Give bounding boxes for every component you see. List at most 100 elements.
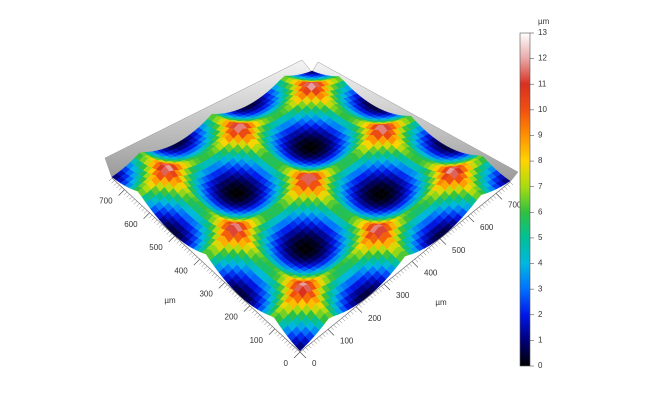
- minor-tick: [116, 184, 120, 189]
- minor-tick: [254, 312, 258, 316]
- minor-tick: [428, 247, 432, 251]
- colorbar-tick-label: 10: [538, 105, 547, 114]
- minor-tick: [206, 268, 210, 272]
- y-axis-label: µm: [435, 298, 447, 307]
- minor-tick: [113, 182, 118, 186]
- minor-tick: [305, 347, 309, 351]
- minor-tick: [184, 247, 188, 251]
- minor-tick: [269, 326, 273, 330]
- x-tick: [193, 258, 200, 266]
- minor-tick: [239, 298, 243, 302]
- minor-tick: [236, 296, 241, 300]
- minor-tick: [148, 214, 153, 219]
- minor-tick: [481, 204, 486, 208]
- minor-tick: [143, 210, 148, 214]
- y-tick: [327, 329, 335, 336]
- axis-line: [111, 177, 301, 353]
- minor-tick: [330, 326, 334, 331]
- y-tick-label: 500: [452, 246, 466, 255]
- minor-tick: [166, 231, 170, 235]
- x-tick-label: 600: [124, 220, 138, 229]
- x-tick-label: 300: [199, 290, 213, 299]
- minor-tick: [325, 331, 329, 335]
- minor-tick: [367, 297, 371, 301]
- colorbar-tick-label: 9: [538, 131, 543, 140]
- minor-tick: [336, 322, 340, 326]
- y-tick-label: 0: [312, 359, 317, 368]
- minor-tick: [111, 180, 115, 184]
- colorbar-tick-label: 0: [538, 361, 543, 370]
- minor-tick: [133, 201, 138, 205]
- minor-tick: [224, 284, 228, 288]
- minor-tick: [341, 317, 346, 322]
- minor-tick: [264, 321, 268, 326]
- colorbar-tick-label: 6: [538, 207, 543, 216]
- minor-tick: [462, 220, 466, 224]
- minor-tick: [448, 231, 452, 236]
- minor-tick: [123, 191, 128, 196]
- minor-tick: [259, 317, 263, 321]
- minor-tick: [423, 252, 427, 256]
- minor-tick: [291, 347, 296, 351]
- colorbar-tick-label: 13: [538, 28, 547, 37]
- minor-tick: [504, 186, 508, 190]
- minor-tick: [204, 265, 208, 270]
- minor-tick: [199, 261, 203, 265]
- minor-tick: [403, 267, 407, 272]
- axes: 0 100 200 300 400 500 600 700 µm 0 100 200 300 400 500…: [99, 177, 522, 368]
- x-tick-label: 400: [174, 266, 188, 275]
- minor-tick: [395, 274, 399, 279]
- minor-tick: [406, 265, 410, 270]
- minor-tick: [476, 209, 480, 213]
- minor-tick: [316, 338, 320, 342]
- minor-tick: [397, 272, 402, 276]
- minor-tick: [498, 190, 502, 195]
- minor-tick: [470, 213, 474, 217]
- minor-tick: [274, 330, 278, 335]
- x-tick: [268, 328, 276, 336]
- minor-tick: [176, 240, 180, 244]
- y-tick-label: 200: [368, 314, 382, 323]
- x-tick: [168, 235, 175, 243]
- minor-tick: [392, 277, 396, 281]
- y-tick-label: 100: [340, 336, 354, 345]
- minor-tick: [191, 254, 195, 258]
- y-tick: [439, 238, 447, 245]
- x-tick: [118, 189, 125, 196]
- x-tick: [218, 282, 226, 289]
- x-axis-label: µm: [164, 296, 176, 305]
- minor-tick: [372, 292, 376, 297]
- minor-tick: [490, 197, 494, 202]
- minor-tick: [414, 258, 418, 263]
- minor-tick: [487, 199, 491, 204]
- minor-tick: [194, 256, 198, 261]
- minor-tick: [141, 207, 145, 212]
- y-tick: [495, 193, 503, 200]
- minor-tick: [431, 245, 435, 249]
- minor-tick: [294, 349, 298, 353]
- minor-tick: [344, 315, 348, 319]
- minor-tick: [358, 304, 362, 308]
- colorbar: [519, 32, 531, 367]
- minor-tick: [456, 224, 460, 229]
- minor-tick: [493, 195, 497, 199]
- minor-tick: [386, 281, 390, 285]
- minor-tick: [507, 184, 511, 188]
- y-tick-label: 400: [424, 268, 438, 277]
- minor-tick: [118, 187, 123, 191]
- minor-tick: [353, 308, 357, 313]
- minor-tick: [189, 252, 193, 256]
- x-tick-label: 700: [99, 197, 113, 206]
- minor-tick: [378, 288, 382, 292]
- minor-tick: [289, 344, 293, 349]
- minor-tick: [437, 240, 441, 245]
- minor-tick: [163, 228, 168, 233]
- minor-tick: [126, 194, 130, 198]
- x-tick: [293, 351, 301, 359]
- x-tick: [143, 212, 150, 220]
- minor-tick: [151, 217, 155, 221]
- minor-tick: [347, 313, 351, 317]
- minor-tick: [279, 335, 283, 339]
- y-tick: [411, 261, 419, 268]
- minor-tick: [302, 349, 306, 353]
